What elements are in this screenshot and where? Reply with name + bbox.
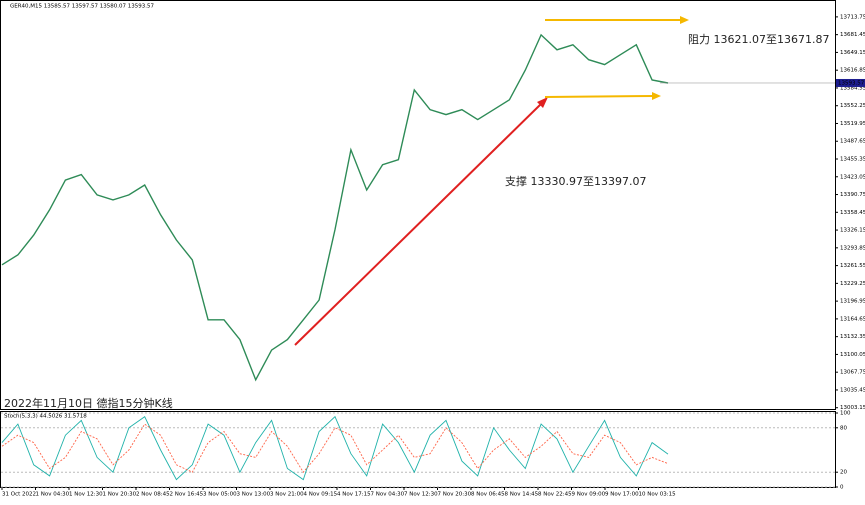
y-tick-label: 13100.05	[840, 352, 865, 358]
y-tick-label: 13519.95	[840, 121, 865, 127]
x-tick-label: 3 Nov 05:00	[203, 492, 237, 498]
y-tick-label: 80	[840, 425, 847, 431]
y-tick-label: 13132.35	[840, 334, 865, 340]
x-tick-label: 1 Nov 04:30	[36, 492, 70, 498]
y-tick-label: 13649.15	[840, 50, 865, 56]
x-tick-label: 8 Nov 22:45	[538, 492, 572, 498]
y-tick-label: 13681.45	[840, 32, 865, 38]
x-tick-label: 1 Nov 20:30	[103, 492, 137, 498]
price-label: 13593.57	[838, 80, 865, 86]
main-panel	[0, 0, 836, 410]
x-tick-label: 2 Nov 08:45	[136, 492, 170, 498]
annotation: 支撑 13330.97至13397.07	[505, 174, 646, 188]
y-tick-label: 13358.45	[840, 210, 865, 216]
x-tick-label: 2 Nov 16:45	[170, 492, 204, 498]
support-line	[544, 95, 655, 98]
x-tick-label: 1 Nov 12:30	[69, 492, 103, 498]
y-tick-label: 13423.05	[840, 174, 865, 180]
arrow-head	[537, 97, 548, 108]
x-tick-label: 7 Nov 12:30	[404, 492, 438, 498]
x-tick-label: 4 Nov 17:15	[337, 492, 371, 498]
x-tick-label: 9 Nov 09:00	[572, 492, 606, 498]
annotation: 阻力 13621.07至13671.87	[688, 33, 829, 46]
y-tick-label: 13196.95	[840, 299, 865, 305]
y-tick-label: 13229.25	[840, 281, 865, 287]
support-arrow	[294, 101, 544, 346]
x-tick-label: 3 Nov 21:00	[270, 492, 304, 498]
x-tick-label: 7 Nov 20:30	[438, 492, 472, 498]
y-tick-label: 13326.15	[840, 228, 865, 234]
y-tick-label: 13584.55	[840, 85, 865, 91]
y-tick-label: 13003.15	[840, 405, 865, 411]
y-tick-label: 13616.85	[840, 68, 865, 74]
stoch-panel	[0, 411, 836, 488]
y-tick-label: 13713.75	[840, 14, 865, 20]
y-tick-label: 13261.55	[840, 263, 865, 269]
y-tick-label: 20	[840, 470, 847, 476]
x-tick-label: 4 Nov 09:15	[304, 492, 338, 498]
y-tick-label: 13293.85	[840, 245, 865, 251]
y-tick-label: 13487.65	[840, 139, 865, 145]
series-line	[1, 415, 669, 481]
y-tick-label: 13390.75	[840, 192, 865, 198]
y-tick-label: 13164.65	[840, 316, 865, 322]
series-line	[1, 33, 669, 382]
y-tick-label: 13035.45	[840, 387, 865, 393]
price-box	[836, 78, 865, 87]
x-tick-label: 8 Nov 14:45	[505, 492, 539, 498]
x-tick-label: 7 Nov 04:30	[371, 492, 405, 498]
annotation: 2022年11月10日 德指15分钟K线	[4, 396, 173, 410]
y-tick-label: 13552.25	[840, 103, 865, 109]
y-tick-label: 0	[840, 485, 844, 491]
arrow-head	[652, 92, 661, 100]
y-tick-label: 100	[840, 411, 851, 417]
y-tick-label: 13455.35	[840, 157, 865, 163]
y-tick-label: 13067.75	[840, 370, 865, 376]
x-tick-label: 10 Nov 03:15	[639, 492, 677, 498]
x-tick-label: 3 Nov 13:00	[237, 492, 271, 498]
arrow-head	[680, 16, 689, 24]
series-line	[1, 423, 669, 473]
chart-title: GER40,M15 13585.57 13597.57 13580.07 135…	[10, 4, 155, 10]
x-tick-label: 31 Oct 2022	[2, 492, 36, 498]
stoch-title: Stoch(5,3,3) 44.5026 31.5718	[4, 414, 87, 420]
x-tick-label: 8 Nov 06:45	[471, 492, 505, 498]
x-tick-label: 9 Nov 17:00	[605, 492, 639, 498]
